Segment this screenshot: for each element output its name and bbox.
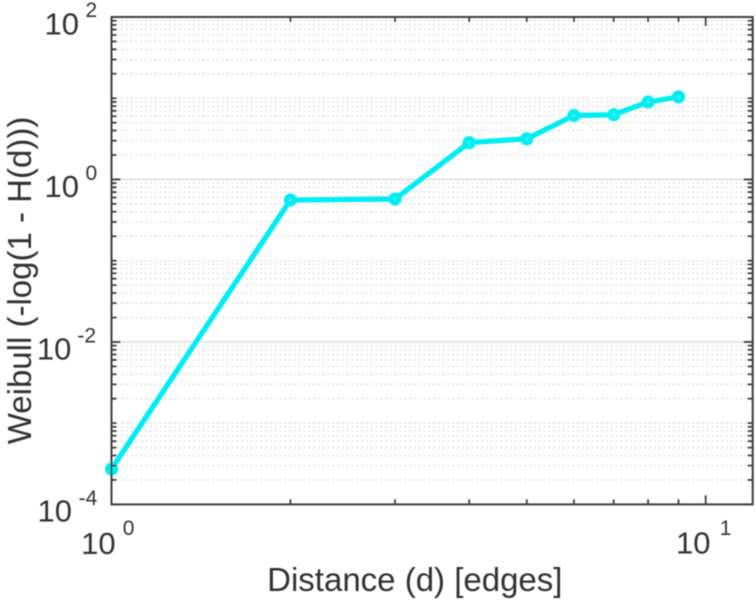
svg-text:Weibull (-log(1 - H(d))): Weibull (-log(1 - H(d))) <box>1 117 38 445</box>
svg-text:-2: -2 <box>77 325 96 348</box>
svg-text:10: 10 <box>45 169 79 204</box>
svg-text:0: 0 <box>123 517 135 540</box>
svg-text:10: 10 <box>37 331 71 366</box>
svg-text:-4: -4 <box>79 487 98 510</box>
svg-text:10: 10 <box>676 526 710 561</box>
svg-text:1: 1 <box>720 517 732 540</box>
svg-text:0: 0 <box>86 162 98 185</box>
svg-text:10: 10 <box>45 7 79 42</box>
svg-text:10: 10 <box>81 526 115 561</box>
svg-text:Distance (d) [edges]: Distance (d) [edges] <box>267 561 562 598</box>
svg-text:2: 2 <box>86 0 98 22</box>
svg-text:10: 10 <box>38 494 72 529</box>
